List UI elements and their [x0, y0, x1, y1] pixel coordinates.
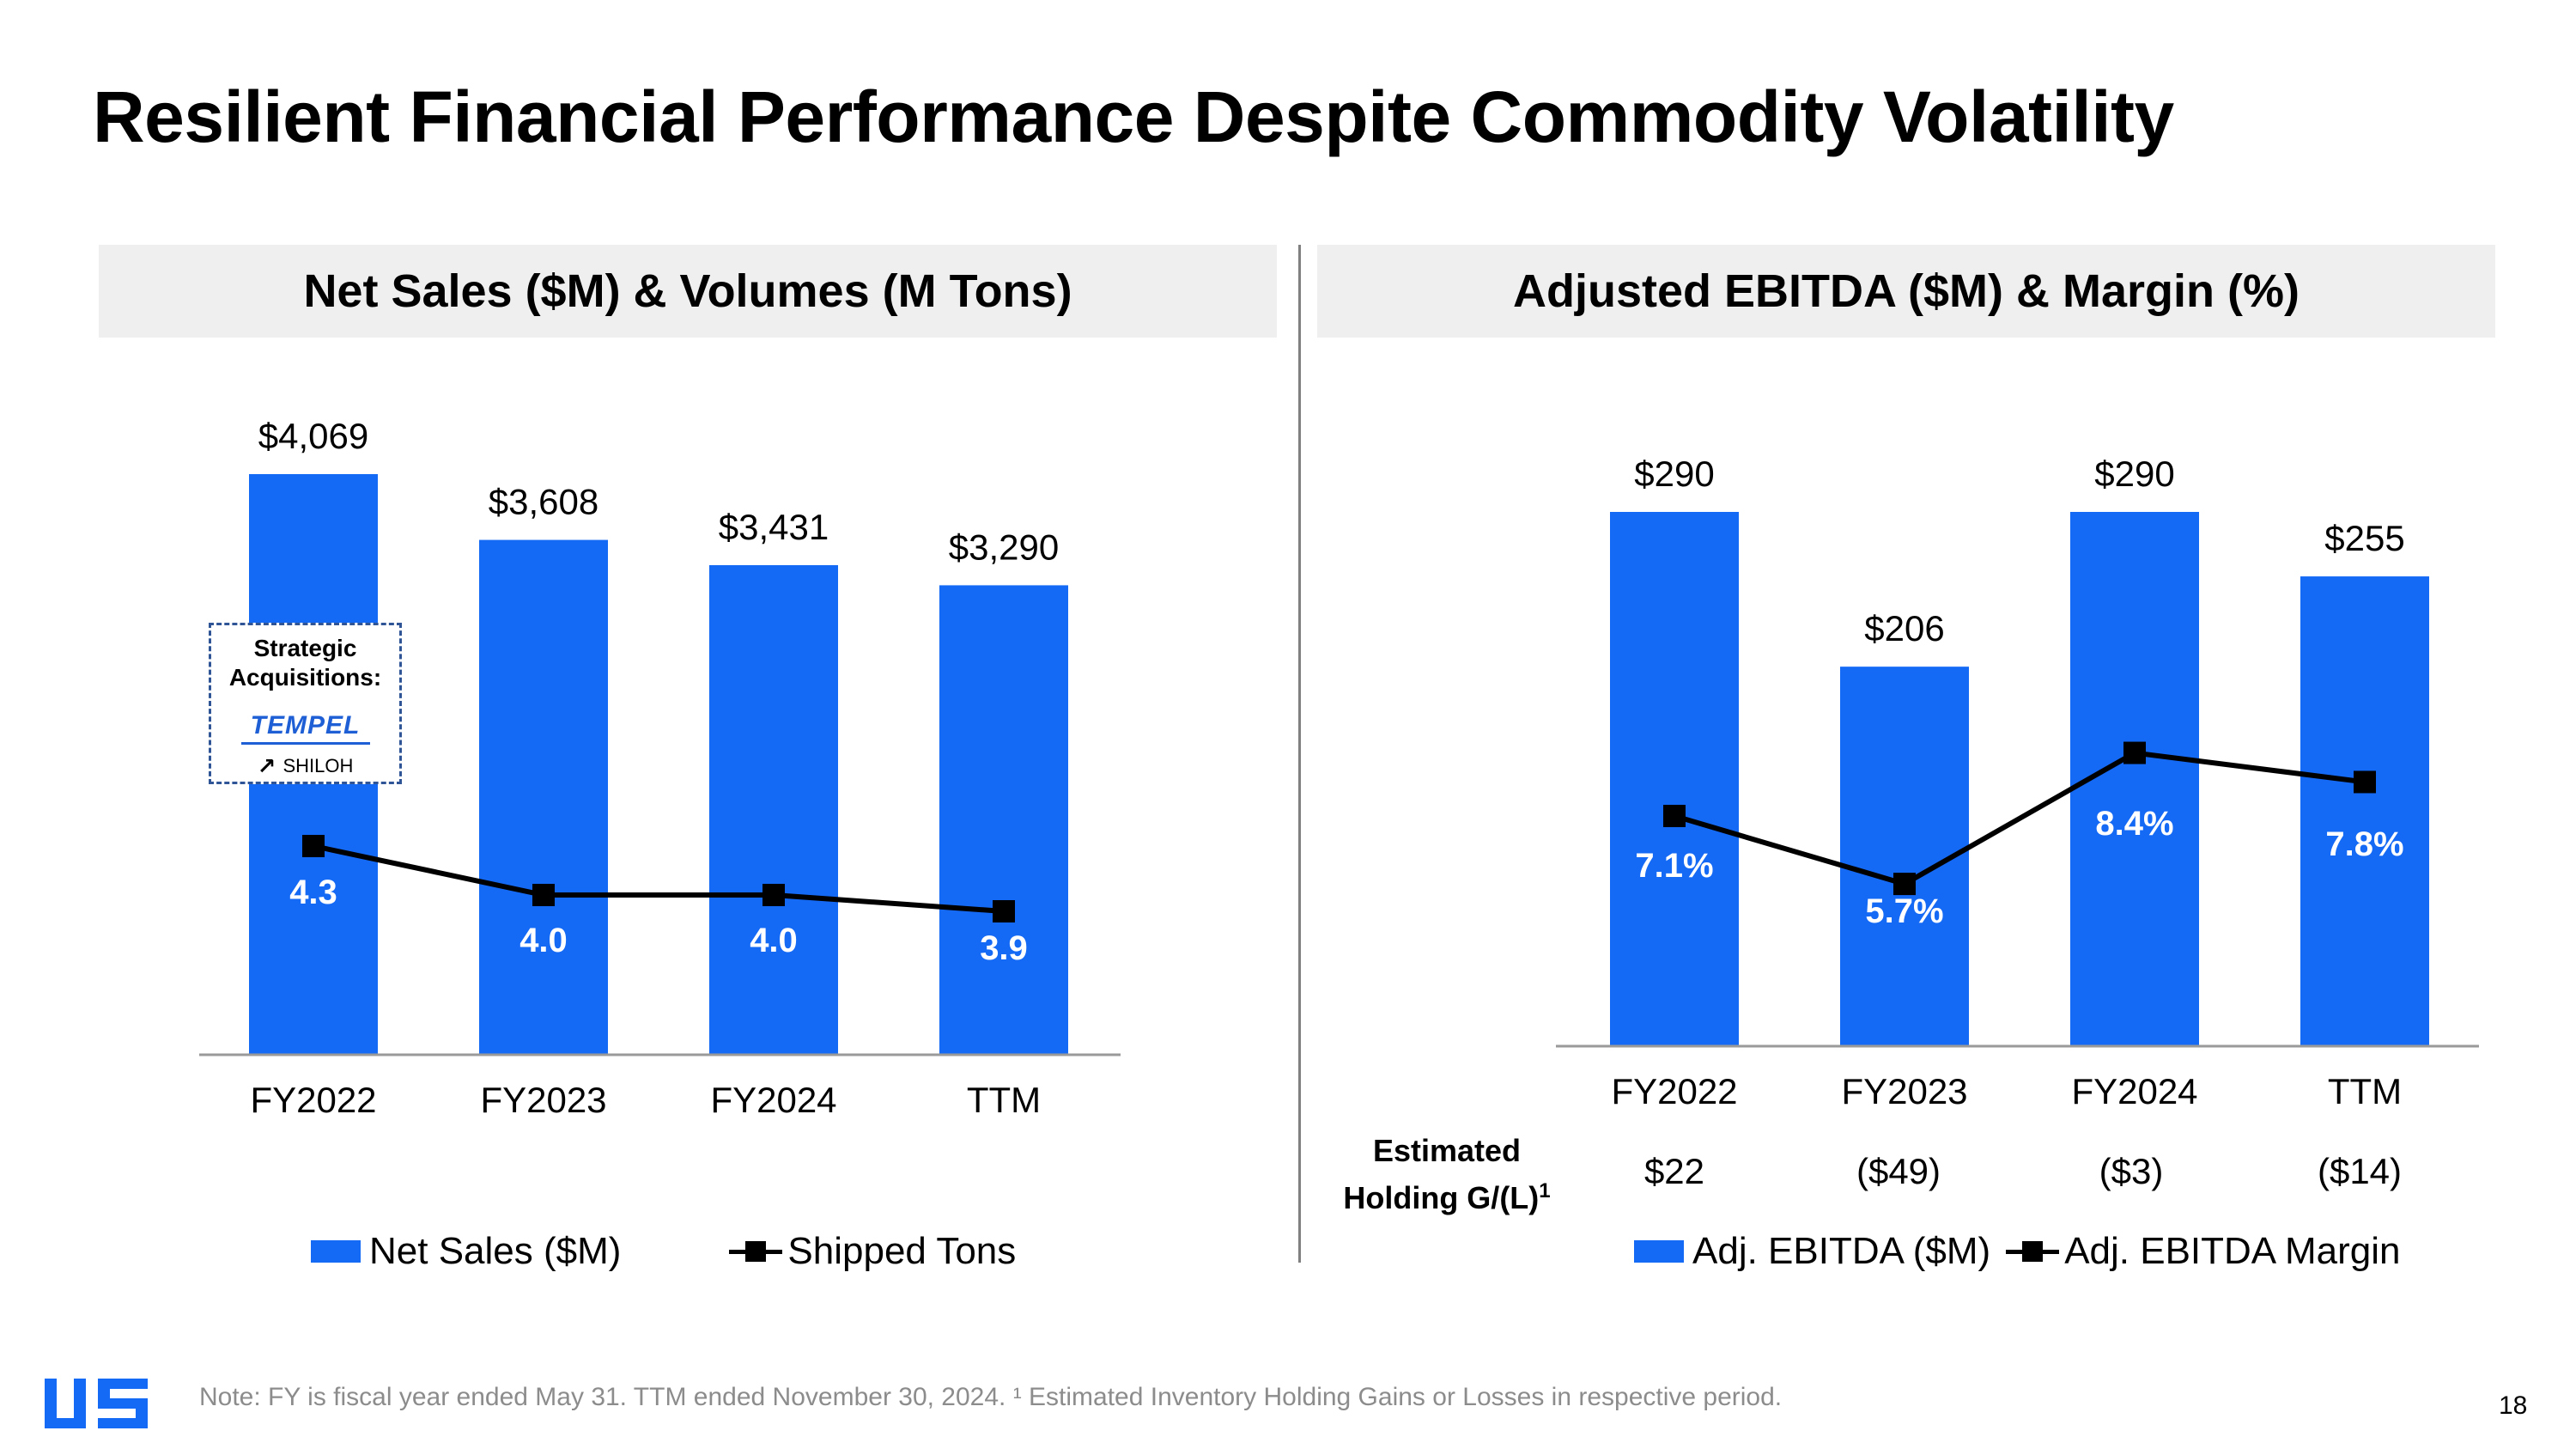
shiloh-mark-icon: ↗: [257, 753, 276, 779]
net-sales-category-label: TTM: [967, 1080, 1041, 1120]
legend-adj-ebitda-margin-label: Adj. EBITDA Margin: [2064, 1230, 2401, 1272]
holding-value-fy2023: ($49): [1856, 1151, 1941, 1191]
legend-adj-ebitda-label: Adj. EBITDA ($M): [1692, 1230, 1991, 1272]
net-sales-line-marker: [762, 884, 785, 906]
net-sales-bar-value-label: $4,069: [258, 416, 368, 456]
ebitda-bar: [1610, 512, 1739, 1046]
net-sales-line-value-label: 4.0: [750, 922, 798, 959]
ebitda-category-label: FY2024: [2071, 1071, 2197, 1111]
net-sales-bar: [479, 539, 608, 1055]
ebitda-line-marker: [2123, 741, 2146, 764]
ebitda-line-marker: [1663, 805, 1686, 827]
net-sales-line-marker: [532, 884, 555, 906]
shiloh-logo: ↗ SHILOH: [211, 752, 399, 781]
legend-adj-ebitda-margin: Adj. EBITDA Margin: [2006, 1230, 2400, 1273]
ebitda-line-series: [1674, 750, 2366, 887]
net-sales-legend: Net Sales ($M) Shipped Tons: [311, 1230, 1016, 1273]
net-sales-bar-value-label: $3,608: [489, 482, 598, 522]
panel-divider: [1298, 245, 1301, 1263]
holding-value-fy2022: $22: [1643, 1151, 1705, 1191]
footnote: Note: FY is fiscal year ended May 31. TT…: [199, 1383, 1783, 1411]
page-number: 18: [2499, 1391, 2528, 1420]
ebitda-line-value-label: 8.4%: [2095, 805, 2173, 843]
ebitda-legend: Adj. EBITDA ($M) Adj. EBITDA Margin: [1634, 1230, 2400, 1273]
ebitda-category-label: TTM: [2328, 1071, 2402, 1111]
callout-title: Strategic Acquisitions:: [228, 635, 382, 691]
holding-label-line2: Holding G/(L)1: [1343, 1179, 1551, 1215]
tempel-logo-underline: [240, 742, 370, 745]
strategic-acquisitions-callout: Strategic Acquisitions: TEMPEL ↗ SHILOH: [209, 623, 402, 784]
legend-net-sales: Net Sales ($M): [311, 1230, 621, 1273]
net-sales-category-label: FY2024: [710, 1080, 836, 1120]
legend-bar-swatch: [1634, 1240, 1684, 1263]
us-logo-icon: [45, 1379, 151, 1428]
ebitda-panel-header: Adjusted EBITDA ($M) & Margin (%): [1317, 245, 2495, 338]
ebitda-line-value-label: 7.8%: [2325, 825, 2403, 863]
net-sales-line-series: [313, 843, 1005, 914]
net-sales-category-label: FY2023: [480, 1080, 606, 1120]
net-sales-line-value-label: 4.3: [289, 874, 337, 911]
ebitda-line-value-label: 7.1%: [1635, 847, 1713, 885]
legend-line-swatch: [729, 1240, 783, 1263]
net-sales-bar-value-label: $3,431: [719, 507, 829, 547]
shiloh-logo-text: SHILOH: [283, 755, 354, 776]
legend-adj-ebitda: Adj. EBITDA ($M): [1634, 1230, 1990, 1273]
tempel-logo: TEMPEL: [250, 711, 361, 740]
ebitda-bar-value-label: $290: [2094, 454, 2174, 494]
legend-shipped-tons-label: Shipped Tons: [787, 1230, 1017, 1272]
ebitda-bar: [1840, 667, 1969, 1046]
net-sales-line-marker: [302, 835, 325, 857]
net-sales-bar-value-label: $3,290: [949, 527, 1059, 567]
ebitda-category-label: FY2023: [1841, 1071, 1967, 1111]
holding-label-line1: Estimated: [1372, 1133, 1522, 1168]
ebitda-bar: [2300, 576, 2429, 1046]
ebitda-bar-value-label: $206: [1864, 608, 1944, 648]
net-sales-line-marker: [993, 900, 1015, 922]
net-sales-line-value-label: 4.0: [519, 922, 568, 959]
net-sales-panel-header: Net Sales ($M) & Volumes (M Tons): [99, 245, 1277, 338]
holding-value-ttm: ($14): [2317, 1151, 2403, 1191]
net-sales-line-value-label: 3.9: [980, 929, 1028, 967]
holding-gl-label: Estimated Holding G/(L)1: [1305, 1130, 1589, 1218]
legend-line-swatch: [2006, 1240, 2060, 1263]
net-sales-category-label: FY2022: [250, 1080, 376, 1120]
ebitda-bar-value-label: $290: [1634, 454, 1714, 494]
ebitda-line-marker: [1893, 873, 1916, 896]
legend-shipped-tons: Shipped Tons: [729, 1230, 1016, 1273]
ebitda-line-value-label: 5.7%: [1865, 892, 1943, 930]
ebitda-category-label: FY2022: [1611, 1071, 1737, 1111]
legend-bar-swatch: [311, 1240, 361, 1263]
legend-net-sales-label: Net Sales ($M): [369, 1230, 622, 1272]
ebitda-line-marker: [2354, 770, 2376, 794]
net-sales-bar: [939, 585, 1068, 1055]
net-sales-bar: [709, 564, 838, 1055]
ebitda-bar-value-label: $255: [2324, 518, 2404, 558]
slide-title: Resilient Financial Performance Despite …: [93, 76, 2174, 157]
holding-value-fy2024: ($3): [2099, 1151, 2164, 1191]
